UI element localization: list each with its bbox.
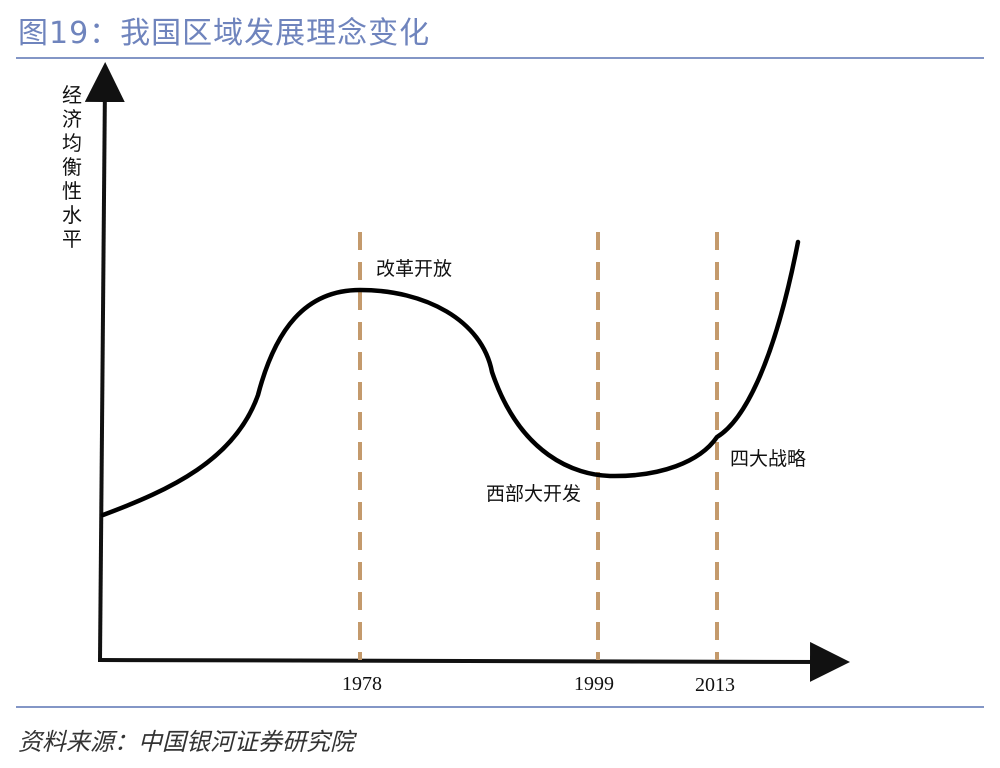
tick-label-1978: 1978 [342, 673, 382, 695]
figure-title: 图19：我国区域发展理念变化 [18, 16, 431, 51]
y-axis [84, 62, 125, 661]
tick-label-1999: 1999 [574, 673, 614, 695]
source-note: 资料来源：中国银河证券研究院 [18, 728, 354, 756]
tick-label-2013: 2013 [695, 674, 735, 696]
balance-curve [100, 239, 801, 518]
x-axis [97, 641, 850, 682]
y-axis-label-char: 衡 [62, 155, 82, 179]
y-axis-label-char: 平 [62, 227, 82, 251]
y-axis-label-char: 性 [62, 179, 82, 203]
y-axis-label-char: 水 [62, 203, 82, 227]
footer-divider [16, 706, 984, 708]
y-axis-label-char: 均 [62, 131, 82, 155]
event-label-four-strategies: 四大战略 [730, 448, 806, 470]
title-divider [16, 57, 984, 59]
event-label-reform: 改革开放 [376, 258, 452, 280]
y-axis-label-char: 济 [62, 107, 82, 131]
event-label-western-development: 西部大开发 [486, 483, 581, 505]
y-axis-label-char: 经 [62, 83, 82, 107]
